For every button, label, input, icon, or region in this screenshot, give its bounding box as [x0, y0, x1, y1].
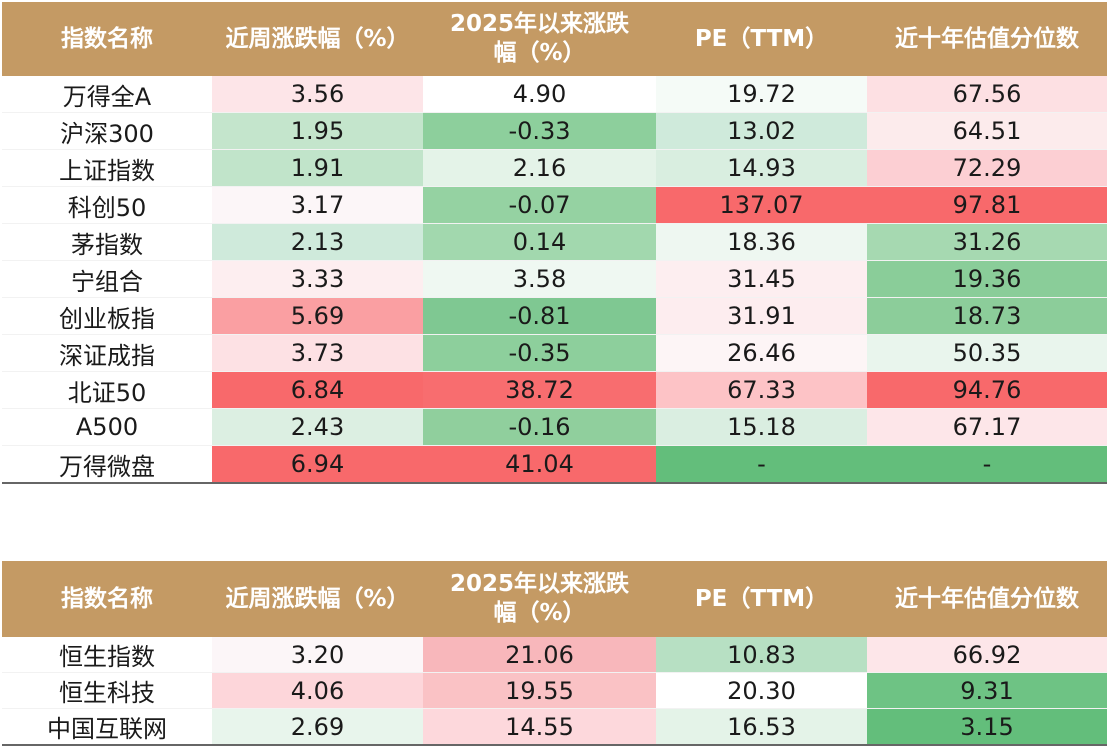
valuation-percentile-cell: 19.36 [867, 260, 1107, 298]
header-index-name: 指数名称 [2, 2, 212, 76]
ytd-change-cell: -0.81 [423, 297, 656, 335]
weekly-change-cell: 1.91 [212, 149, 423, 187]
table-row: 创业板指 5.69 -0.81 31.91 18.73 [2, 297, 1107, 335]
index-name-cell: 宁组合 [2, 260, 212, 298]
pe-ttm-cell: 18.36 [656, 223, 867, 261]
valuation-percentile-cell: 31.26 [867, 223, 1107, 261]
header-ytd-change: 2025年以来涨跌 幅（%） [423, 561, 656, 637]
weekly-change-cell: 3.20 [212, 637, 423, 673]
weekly-change-cell: 5.69 [212, 297, 423, 335]
valuation-percentile-cell: 67.56 [867, 76, 1107, 113]
header-row: 指数名称 近周涨跌幅（%） 2025年以来涨跌 幅（%） PE（TTM） 近十年… [2, 561, 1107, 637]
index-name-cell: 万得全A [2, 76, 212, 113]
header-index-name: 指数名称 [2, 561, 212, 637]
ytd-change-cell: -0.35 [423, 334, 656, 372]
weekly-change-cell: 4.06 [212, 672, 423, 709]
ytd-change-cell: -0.07 [423, 186, 656, 224]
ytd-change-cell: 19.55 [423, 672, 656, 709]
valuation-percentile-cell: 50.35 [867, 334, 1107, 372]
index-name-cell: 深证成指 [2, 334, 212, 372]
weekly-change-cell: 3.73 [212, 334, 423, 372]
table-row: 北证50 6.84 38.72 67.33 94.76 [2, 371, 1107, 409]
ytd-change-cell: 0.14 [423, 223, 656, 261]
table-row: 深证成指 3.73 -0.35 26.46 50.35 [2, 334, 1107, 372]
pe-ttm-cell: 20.30 [656, 672, 867, 709]
index-name-cell: 科创50 [2, 186, 212, 224]
table-row: 中国互联网 2.69 14.55 16.53 3.15 [2, 708, 1107, 746]
header-weekly-change: 近周涨跌幅（%） [212, 561, 423, 637]
header-pe-ttm: PE（TTM） [656, 561, 867, 637]
weekly-change-cell: 6.84 [212, 371, 423, 409]
header-pe-ttm: PE（TTM） [656, 2, 867, 76]
index-name-cell: A500 [2, 408, 212, 446]
index-name-cell: 上证指数 [2, 149, 212, 187]
pe-ttm-cell: 16.53 [656, 708, 867, 746]
index-name-cell: 恒生指数 [2, 637, 212, 673]
pe-ttm-cell: 15.18 [656, 408, 867, 446]
table-row: 茅指数 2.13 0.14 18.36 31.26 [2, 223, 1107, 261]
valuation-percentile-cell: 3.15 [867, 708, 1107, 746]
index-name-cell: 中国互联网 [2, 708, 212, 746]
table-row: 恒生科技 4.06 19.55 20.30 9.31 [2, 672, 1107, 709]
ytd-change-cell: 4.90 [423, 76, 656, 113]
valuation-percentile-cell: 64.51 [867, 112, 1107, 150]
pe-ttm-cell: 14.93 [656, 149, 867, 187]
valuation-percentile-cell: 9.31 [867, 672, 1107, 709]
index-name-cell: 恒生科技 [2, 672, 212, 709]
pe-ttm-cell: 13.02 [656, 112, 867, 150]
table-row: 万得全A 3.56 4.90 19.72 67.56 [2, 76, 1107, 113]
weekly-change-cell: 1.95 [212, 112, 423, 150]
table-row: 宁组合 3.33 3.58 31.45 19.36 [2, 260, 1107, 298]
header-valuation-percentile: 近十年估值分位数 [867, 561, 1107, 637]
ytd-change-cell: 14.55 [423, 708, 656, 746]
header-weekly-change: 近周涨跌幅（%） [212, 2, 423, 76]
ytd-change-cell: 3.58 [423, 260, 656, 298]
ytd-change-cell: 2.16 [423, 149, 656, 187]
valuation-percentile-cell: 67.17 [867, 408, 1107, 446]
index-name-cell: 北证50 [2, 371, 212, 409]
table-row: 沪深300 1.95 -0.33 13.02 64.51 [2, 112, 1107, 150]
ytd-change-cell: -0.33 [423, 112, 656, 150]
a-share-index-table: 指数名称 近周涨跌幅（%） 2025年以来涨跌 幅（%） PE（TTM） 近十年… [2, 2, 1107, 484]
valuation-percentile-cell: 94.76 [867, 371, 1107, 409]
table-row: A500 2.43 -0.16 15.18 67.17 [2, 408, 1107, 446]
ytd-change-cell: 21.06 [423, 637, 656, 673]
index-name-cell: 沪深300 [2, 112, 212, 150]
valuation-percentile-cell: 66.92 [867, 637, 1107, 673]
valuation-percentile-cell: - [867, 445, 1107, 484]
weekly-change-cell: 2.13 [212, 223, 423, 261]
pe-ttm-cell: 31.45 [656, 260, 867, 298]
weekly-change-cell: 3.33 [212, 260, 423, 298]
pe-ttm-cell: 67.33 [656, 371, 867, 409]
pe-ttm-cell: 10.83 [656, 637, 867, 673]
header-ytd-change: 2025年以来涨跌 幅（%） [423, 2, 656, 76]
pe-ttm-cell: - [656, 445, 867, 484]
weekly-change-cell: 3.17 [212, 186, 423, 224]
table-row: 恒生指数 3.20 21.06 10.83 66.92 [2, 637, 1107, 673]
valuation-percentile-cell: 72.29 [867, 149, 1107, 187]
weekly-change-cell: 2.69 [212, 708, 423, 746]
pe-ttm-cell: 31.91 [656, 297, 867, 335]
pe-ttm-cell: 19.72 [656, 76, 867, 113]
header-valuation-percentile: 近十年估值分位数 [867, 2, 1107, 76]
weekly-change-cell: 6.94 [212, 445, 423, 484]
ytd-change-cell: 41.04 [423, 445, 656, 484]
ytd-change-cell: 38.72 [423, 371, 656, 409]
ytd-change-cell: -0.16 [423, 408, 656, 446]
pe-ttm-cell: 26.46 [656, 334, 867, 372]
index-name-cell: 万得微盘 [2, 445, 212, 484]
table-row: 上证指数 1.91 2.16 14.93 72.29 [2, 149, 1107, 187]
hk-index-table: 指数名称 近周涨跌幅（%） 2025年以来涨跌 幅（%） PE（TTM） 近十年… [2, 561, 1107, 746]
index-name-cell: 创业板指 [2, 297, 212, 335]
table-row: 万得微盘 6.94 41.04- - [2, 445, 1107, 484]
weekly-change-cell: 3.56 [212, 76, 423, 113]
index-name-cell: 茅指数 [2, 223, 212, 261]
weekly-change-cell: 2.43 [212, 408, 423, 446]
valuation-percentile-cell: 97.81 [867, 186, 1107, 224]
pe-ttm-cell: 137.07 [656, 186, 867, 224]
valuation-percentile-cell: 18.73 [867, 297, 1107, 335]
header-row: 指数名称 近周涨跌幅（%） 2025年以来涨跌 幅（%） PE（TTM） 近十年… [2, 2, 1107, 76]
table-row: 科创50 3.17 -0.07 137.07 97.81 [2, 186, 1107, 224]
